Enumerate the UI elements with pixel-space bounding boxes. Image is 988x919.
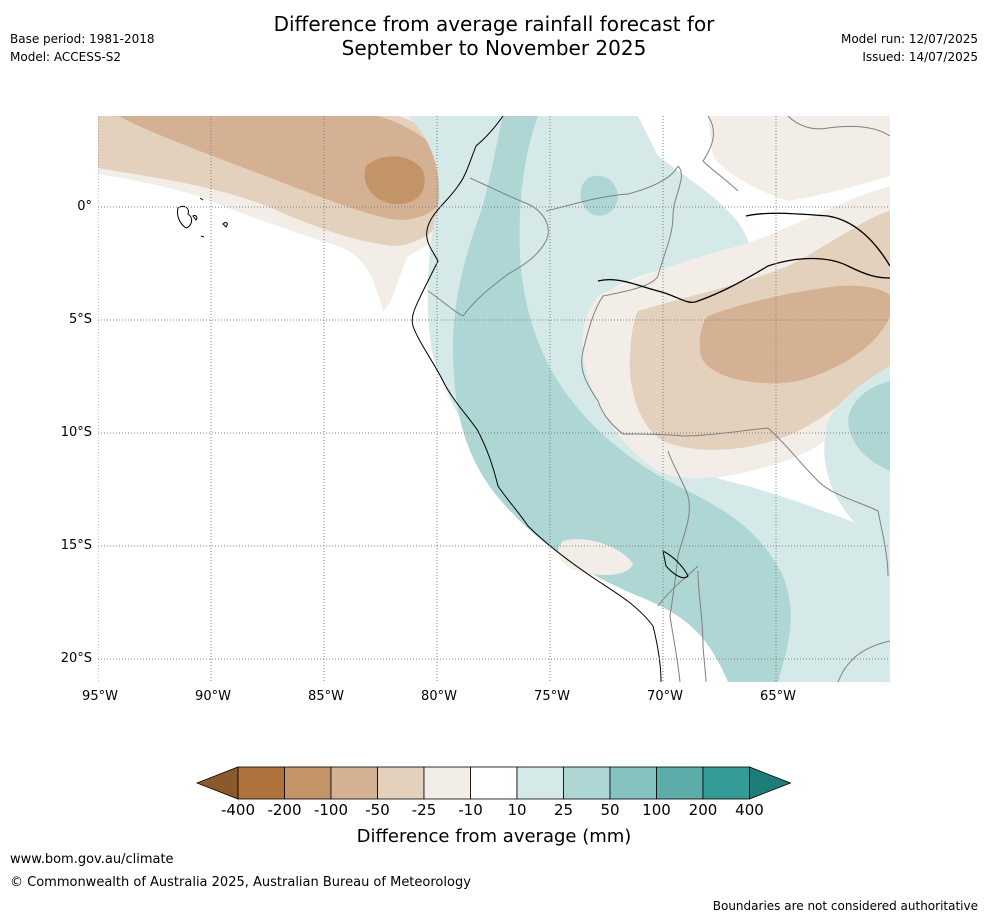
colorbar-tick-label: -200	[267, 801, 302, 819]
footer-url: www.bom.gov.au/climate	[10, 852, 174, 867]
base-period: Base period: 1981-2018	[10, 32, 155, 46]
colorbar-title: Difference from average (mm)	[356, 826, 632, 847]
colorbar-tick-label: 400	[735, 801, 764, 819]
colorbar-segment	[516, 766, 564, 800]
dry-zone-amazon-inner	[699, 285, 890, 384]
dry-zone-pacific-inner	[118, 116, 450, 220]
lat-label-15s: 15°S	[60, 538, 92, 553]
colorbar-tick-label: 10	[507, 801, 527, 819]
colorbar-tick-label: 25	[553, 801, 574, 819]
wet-zone-north-patch	[580, 175, 618, 216]
footer-copyright: © Commonwealth of Australia 2025, Austra…	[10, 875, 471, 890]
colorbar-segment	[237, 766, 285, 800]
colorbar-tick-label: -25	[411, 801, 437, 819]
title-line-2: September to November 2025	[341, 36, 647, 60]
dry-zone-northeast	[708, 116, 890, 201]
colorbar-tick-label: 100	[642, 801, 671, 819]
meta-left: Base period: 1981-2018 Model: ACCESS-S2	[10, 30, 155, 66]
dry-zone-pacific-core	[364, 156, 425, 205]
graticule	[98, 116, 890, 682]
lat-label-5s: 5°S	[68, 312, 92, 327]
map-title: Difference from average rainfall forecas…	[0, 12, 988, 60]
colorbar-tick-label: -10	[458, 801, 483, 819]
colorbar-segments	[196, 766, 792, 800]
colorbar-tick-label: 200	[688, 801, 718, 819]
amazon-river	[597, 257, 890, 303]
country-borders	[427, 116, 890, 682]
colorbar-segment	[284, 766, 332, 800]
model-name: Model: ACCESS-S2	[10, 50, 122, 64]
lon-label-75w: 75°W	[534, 689, 570, 704]
model-run: Model run: 12/07/2025	[840, 32, 978, 46]
meta-right: Model run: 12/07/2025 Issued: 14/07/2025	[841, 30, 978, 66]
lat-label-10s: 10°S	[60, 425, 92, 440]
footer-disclaimer: Boundaries are not considered authoritat…	[712, 899, 978, 913]
colorbar-segment	[377, 766, 425, 800]
colorbar	[196, 766, 792, 800]
colorbar-tick-label: 50	[600, 801, 620, 819]
title-line-1: Difference from average rainfall forecas…	[273, 12, 715, 36]
colorbar-segment	[656, 766, 704, 800]
colorbar-extend-low	[196, 766, 239, 800]
colorbar-tick-label: -100	[313, 801, 349, 819]
issued-date: Issued: 14/07/2025	[862, 50, 978, 64]
colorbar-tick-label: -400	[220, 801, 256, 819]
lon-label-95w: 95°W	[82, 689, 118, 704]
colorbar-segment	[470, 766, 518, 800]
coastline	[411, 116, 662, 682]
colorbar-extend-high	[749, 766, 792, 800]
lon-label-85w: 85°W	[308, 689, 344, 704]
amazon-tributary	[745, 212, 890, 267]
wet-zone-coastal-outer	[408, 116, 890, 682]
lon-label-70w: 70°W	[647, 689, 683, 704]
lon-label-80w: 80°W	[421, 689, 457, 704]
lon-label-90w: 90°W	[195, 689, 231, 704]
colorbar-tick-label: -50	[365, 801, 390, 819]
colorbar-segment	[563, 766, 611, 800]
lake-titicaca	[662, 550, 689, 579]
rainfall-map	[98, 116, 890, 682]
lon-label-65w: 65°W	[760, 689, 796, 704]
lat-label-0: 0°	[77, 199, 92, 214]
colorbar-segment	[423, 766, 471, 800]
colorbar-segment	[330, 766, 378, 800]
colorbar-segment	[702, 766, 750, 800]
wet-zone-coastal-band	[453, 116, 791, 682]
wet-zone-east-inner	[848, 381, 890, 471]
colorbar-segment	[609, 766, 657, 800]
lat-label-20s: 20°S	[60, 651, 92, 666]
